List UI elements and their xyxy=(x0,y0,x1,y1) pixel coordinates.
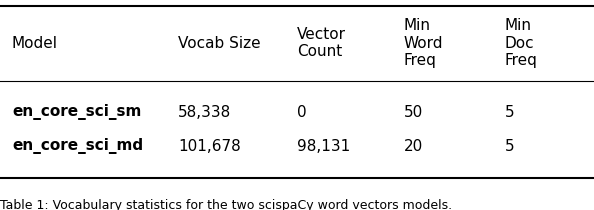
Text: en_core_sci_sm: en_core_sci_sm xyxy=(12,104,141,120)
Text: Vocab Size: Vocab Size xyxy=(178,35,261,51)
Text: Table 1: Vocabulary statistics for the two scispaCy word vectors models.: Table 1: Vocabulary statistics for the t… xyxy=(0,198,452,210)
Text: 101,678: 101,678 xyxy=(178,139,241,154)
Text: 20: 20 xyxy=(404,139,423,154)
Text: 98,131: 98,131 xyxy=(297,139,350,154)
Text: Vector
Count: Vector Count xyxy=(297,27,346,59)
Text: 5: 5 xyxy=(505,105,514,120)
Text: en_core_sci_md: en_core_sci_md xyxy=(12,138,143,154)
Text: 58,338: 58,338 xyxy=(178,105,232,120)
Text: 5: 5 xyxy=(505,139,514,154)
Text: Min
Word
Freq: Min Word Freq xyxy=(404,18,443,68)
Text: 0: 0 xyxy=(297,105,307,120)
Text: Min
Doc
Freq: Min Doc Freq xyxy=(505,18,538,68)
Text: Model: Model xyxy=(12,35,58,51)
Text: 50: 50 xyxy=(404,105,423,120)
